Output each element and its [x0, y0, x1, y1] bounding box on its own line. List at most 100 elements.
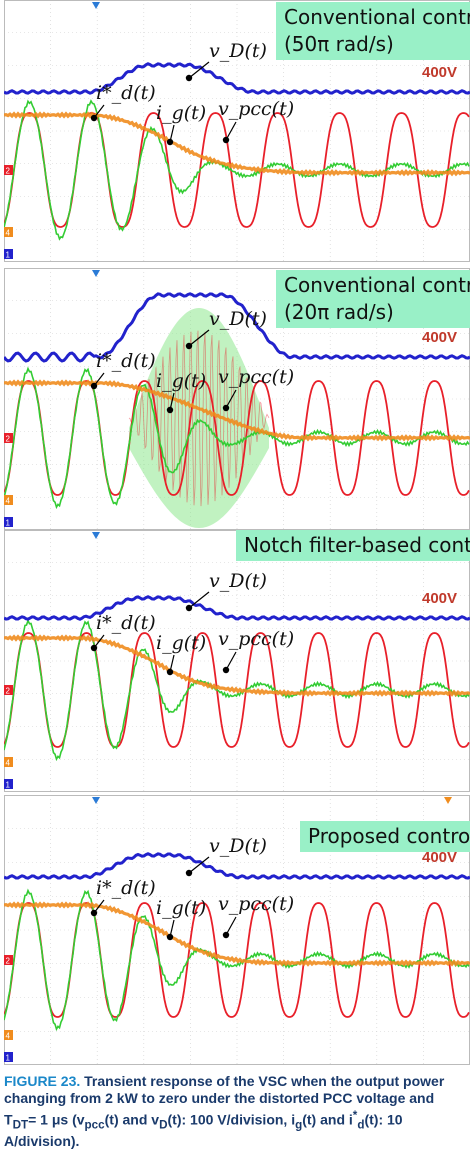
caption-text-2: = 1 μs (v: [28, 1111, 85, 1128]
panel-title-line-1: Conventional control: [284, 273, 470, 297]
signal-label-vD: v_D(t): [209, 40, 267, 62]
channel-marker-1: [4, 779, 13, 789]
voltage-level-label: 400V: [422, 590, 458, 607]
scope-plot-2: 2 4 1: [4, 268, 470, 530]
trigger-marker: [92, 2, 100, 9]
channel-marker-label: 1: [6, 1054, 11, 1063]
signal-label-vpcc: v_pcc(t): [218, 893, 295, 915]
channel-marker-1: [4, 517, 13, 527]
signal-label-vpcc: v_pcc(t): [218, 98, 295, 120]
panel-title-line-1: Notch filter-based control: [244, 533, 470, 557]
signal-label-ig: i_g(t): [156, 897, 207, 919]
channel-marker-label: 1: [6, 519, 11, 528]
label-pointer-dot: [222, 666, 230, 674]
label-pointer-dot: [90, 909, 98, 917]
channel-marker-label: 4: [6, 759, 11, 768]
scope-panel-3: 2 4 1 Notch filter-based control 400V v_D(t)i…: [4, 530, 470, 792]
channel-marker-label: 1: [6, 251, 11, 260]
channel-marker-label: 4: [6, 229, 11, 238]
channel-marker-label: 2: [6, 687, 11, 696]
trigger-marker: [92, 532, 100, 539]
label-pointer-dot: [166, 138, 174, 146]
signal-label-ig: i_g(t): [156, 370, 207, 392]
panel-title: Notch filter-based control: [236, 530, 470, 561]
channel-marker-2: [4, 955, 13, 965]
label-pointer-dot: [90, 382, 98, 390]
scope-panel-4: 2 4 1 Proposed control 400V v_D(t) i*_d(t) i_g(…: [4, 795, 470, 1065]
scope-plot-4: 2 4 1: [4, 795, 470, 1065]
label-pointer-dot: [185, 74, 193, 82]
channel-marker-label: 4: [6, 1032, 11, 1041]
label-pointer-dot: [222, 404, 230, 412]
vpcc-oscillation: [128, 330, 270, 507]
trigger-marker-right: [444, 797, 452, 804]
scope-plot-3: 2 4 1: [4, 530, 470, 792]
signal-label-id: i*_d(t): [96, 82, 156, 104]
label-pointer: [225, 916, 237, 936]
channel-marker-4: [4, 1030, 13, 1040]
vD-trace: [4, 62, 470, 95]
label-pointer-dot: [166, 668, 174, 676]
label-pointer-dot: [90, 644, 98, 652]
label-pointer-dot: [90, 114, 98, 122]
caption-text: Transient response of the VSC when the o…: [4, 1073, 445, 1128]
label-pointer-dot: [166, 406, 174, 414]
panel-title-line-2: (20π rad/s): [284, 300, 394, 324]
channel-marker-4: [4, 227, 13, 237]
panel-title-line-1: Conventional control: [284, 5, 470, 29]
label-pointer-dot: [185, 869, 193, 877]
voltage-level-label: 400V: [422, 849, 458, 866]
caption-text-3: (t) and v: [104, 1111, 160, 1128]
figure-number: FIGURE 23.: [4, 1073, 81, 1089]
vpcc-trace: [4, 112, 470, 228]
signal-label-ig: i_g(t): [156, 102, 207, 124]
id-star-trace: [4, 379, 470, 442]
voltage-level-label: 400V: [422, 329, 458, 346]
scope-panel-1: 2 4 1 Conventional control (50π rad/s) 400V v_…: [4, 0, 470, 262]
panel-title: Conventional control (20π rad/s): [276, 270, 470, 328]
label-pointer-dot: [222, 136, 230, 144]
label-pointer-dot: [166, 933, 174, 941]
label-pointer-dot: [185, 342, 193, 350]
channel-marker-2: [4, 165, 13, 175]
signal-label-id: i*_d(t): [96, 350, 156, 372]
signal-label-vpcc: v_pcc(t): [218, 628, 295, 650]
channel-marker-1: [4, 1052, 13, 1062]
scope-panel-2: 2 4 1 Conventional control (20π rad/s) 400V v_…: [4, 268, 470, 530]
label-pointer: [188, 591, 210, 609]
panel-title-line-2: (50π rad/s): [284, 32, 394, 56]
label-pointer-dot: [222, 931, 230, 939]
label-pointer: [225, 651, 237, 671]
channel-marker-label: 1: [6, 781, 11, 790]
label-pointer: [188, 856, 210, 874]
channel-marker-1: [4, 249, 13, 259]
panel-title: Conventional control (50π rad/s): [276, 2, 470, 60]
channel-marker-2: [4, 685, 13, 695]
signal-label-ig: i_g(t): [156, 632, 207, 654]
signal-label-vpcc: v_pcc(t): [218, 366, 295, 388]
signal-label-vD: v_D(t): [209, 570, 267, 592]
vD-trace: [4, 595, 470, 621]
signal-label-id: i*_d(t): [96, 877, 156, 899]
channel-marker-4: [4, 495, 13, 505]
id-star-trace: [4, 901, 470, 967]
vD-trace: [4, 852, 470, 880]
figure-caption: FIGURE 23. Transient response of the VSC…: [4, 1073, 470, 1150]
id-star-trace: [4, 111, 470, 177]
signal-label-vD: v_D(t): [209, 835, 267, 857]
label-pointer: [225, 389, 237, 409]
label-pointer-dot: [185, 604, 193, 612]
trigger-marker: [92, 797, 100, 804]
channel-marker-4: [4, 757, 13, 767]
ig-trace: [4, 888, 470, 1032]
id-star-trace: [4, 634, 470, 697]
channel-marker-label: 2: [6, 957, 11, 966]
caption-text-5: (t) and i: [302, 1111, 353, 1128]
panel-title-line-1: Proposed control: [308, 824, 470, 848]
panel-title: Proposed control: [300, 821, 470, 852]
channel-marker-label: 2: [6, 435, 11, 444]
voltage-level-label: 400V: [422, 64, 458, 81]
caption-star: *: [352, 1109, 358, 1122]
signal-label-vD: v_D(t): [209, 308, 267, 330]
scope-plot-1: 2 4 1: [4, 0, 470, 262]
